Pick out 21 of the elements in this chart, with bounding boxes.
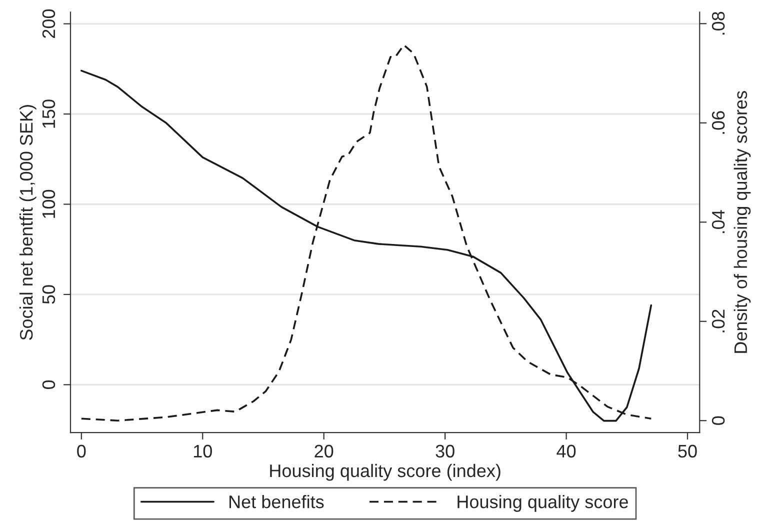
y-tick-label: 50 <box>42 285 56 304</box>
y-tick-label: 150 <box>42 100 56 128</box>
y-tick-label: 200 <box>42 9 56 38</box>
y-tick-label: 100 <box>42 190 56 218</box>
y2-tick-label: 0 <box>712 416 725 425</box>
y2-tick-label: .02 <box>712 310 725 332</box>
y2-tick-label: .06 <box>712 111 725 134</box>
y2-tick-label: .04 <box>712 210 725 234</box>
y-tick-label: 0 <box>42 380 56 390</box>
x-axis-title: Housing quality score (index) <box>270 464 500 481</box>
x-tick-label: 20 <box>314 444 334 458</box>
x-tick-label: 50 <box>678 444 697 458</box>
x-tick-label: 10 <box>194 444 212 458</box>
y2-tick-label: .08 <box>712 12 725 35</box>
x-tick-label: 30 <box>436 444 454 458</box>
y-axis-title: Social net bentfit (1,000 SEK) <box>19 105 36 340</box>
y2-axis-title: Density of housing quality scores <box>734 91 751 353</box>
x-tick-label: 40 <box>556 444 576 458</box>
legend-label: Housing quality score <box>458 494 628 512</box>
legend-label: Net benefits <box>229 494 324 508</box>
x-tick-label: 0 <box>77 444 86 458</box>
